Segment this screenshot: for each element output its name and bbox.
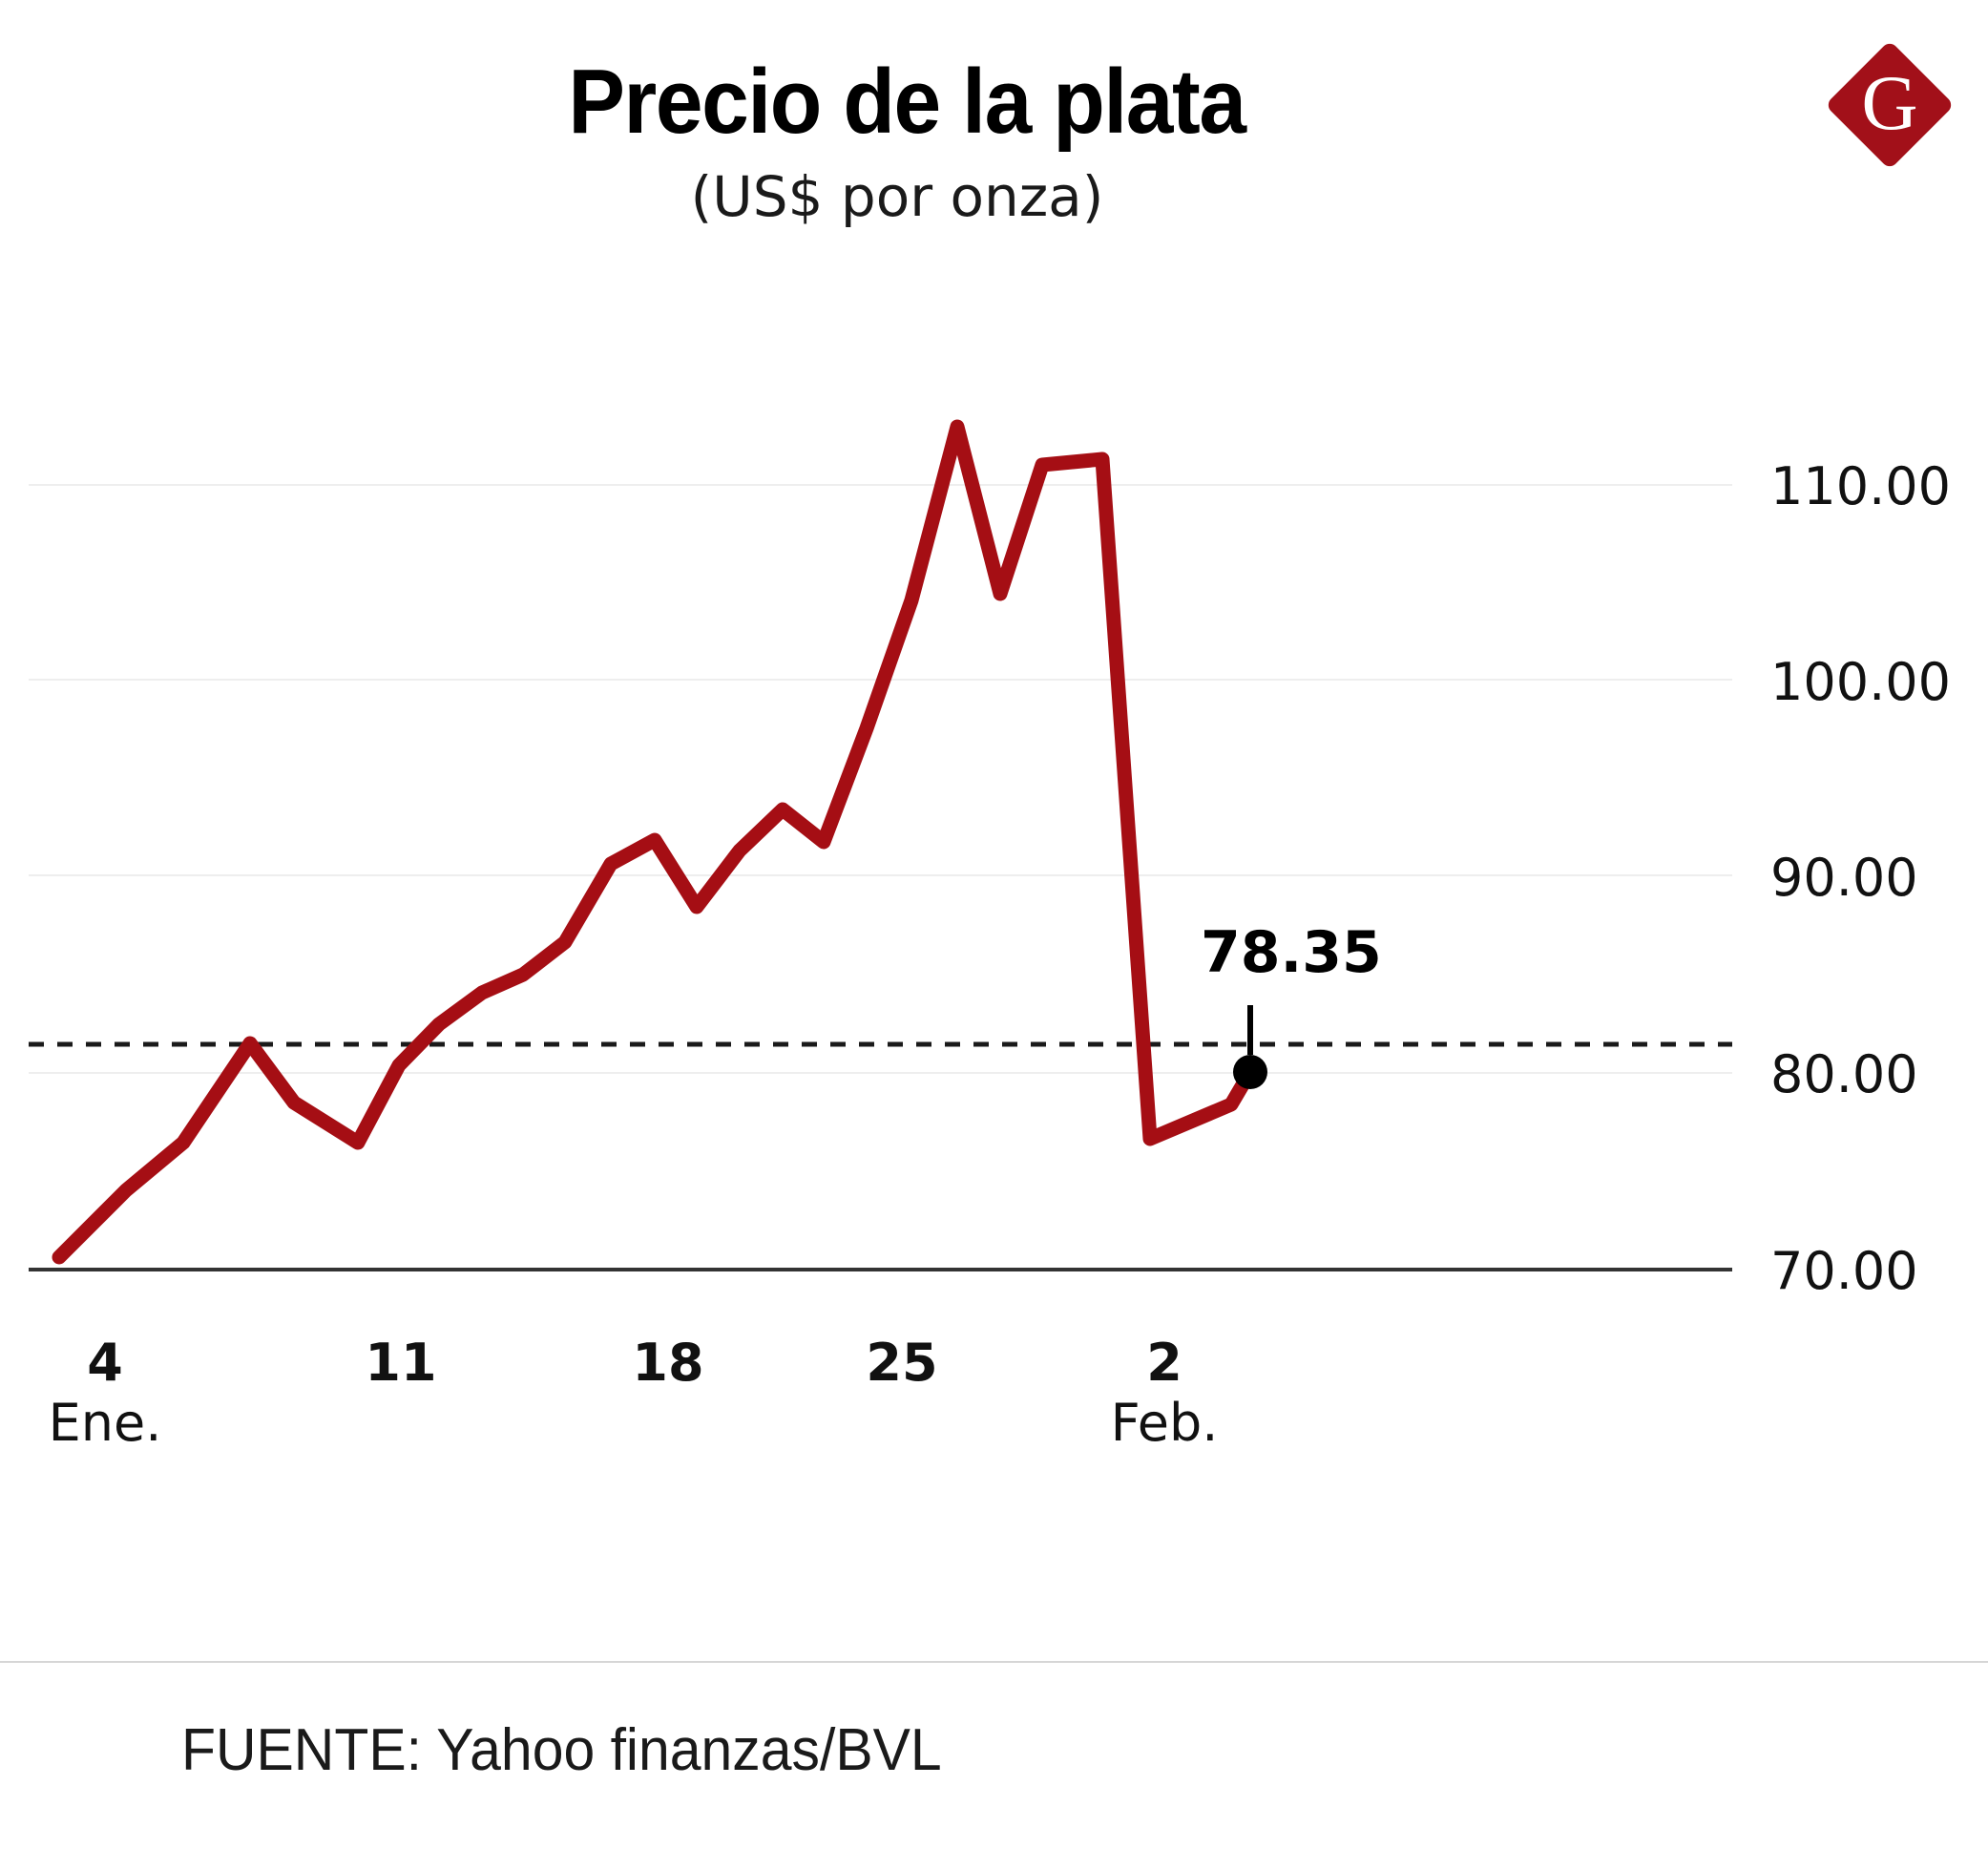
- x-tick-11: 11: [324, 1333, 477, 1393]
- x-tick-day: 18: [632, 1333, 704, 1393]
- page-title: Precio de la plata: [568, 51, 1246, 153]
- x-tick-day: 25: [866, 1333, 938, 1393]
- gridlines: [29, 484, 1732, 1074]
- y-tick-70: 70.00: [1770, 1241, 1918, 1301]
- x-tick-month: Ene.: [48, 1392, 162, 1453]
- x-tick-day: 2: [1146, 1333, 1182, 1393]
- x-tick-day: 11: [365, 1333, 437, 1393]
- footer-divider: [0, 1661, 1988, 1663]
- x-tick-25: 25: [826, 1333, 978, 1393]
- x-tick-18: 18: [592, 1333, 744, 1393]
- logo-letter: G: [1861, 59, 1918, 146]
- x-tick-4-ene: 4 Ene.: [29, 1333, 181, 1455]
- y-tick-110: 110.00: [1770, 456, 1951, 516]
- source-note: FUENTE: Yahoo finanzas/BVL: [181, 1717, 942, 1783]
- x-tick-day: 4: [87, 1333, 123, 1393]
- x-tick-month: Feb.: [1110, 1392, 1219, 1453]
- brand-logo: G: [1825, 40, 1955, 170]
- last-value-callout: 78.35: [1201, 919, 1382, 986]
- chart-header: Precio de la plata (US$ por onza): [0, 0, 1988, 258]
- x-tick-2-feb: 2 Feb.: [1088, 1333, 1241, 1455]
- end-point-marker: [1233, 1055, 1267, 1089]
- y-tick-80: 80.00: [1770, 1044, 1918, 1104]
- y-tick-100: 100.00: [1770, 652, 1951, 712]
- price-line: [52, 419, 1258, 1265]
- chart-subtitle: (US$ por onza): [690, 164, 1104, 229]
- y-tick-90: 90.00: [1770, 848, 1918, 908]
